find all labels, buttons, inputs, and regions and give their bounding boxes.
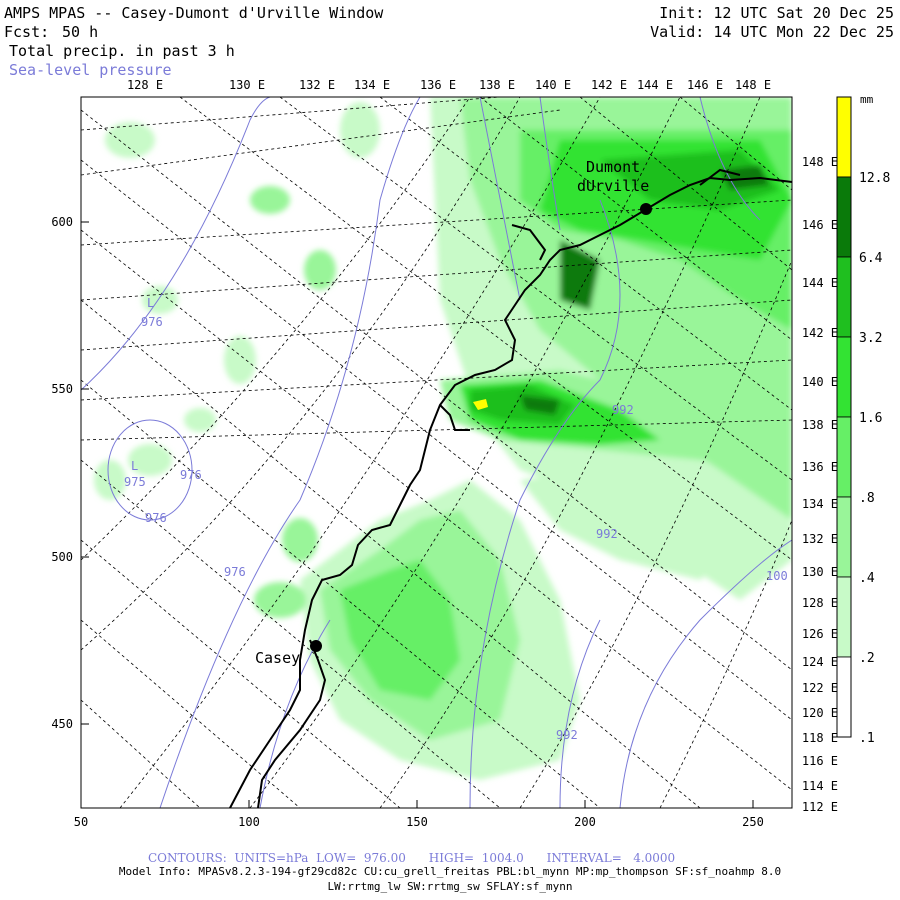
radiation-info: LW:rrtmg_lw SW:rrtmg_sw SFLAY:sf_mynn (327, 880, 573, 893)
right-meridian-label: 126 E (802, 627, 838, 641)
top-longitude-label: 148 E (735, 78, 771, 92)
colorbar-tick-label: .4 (859, 571, 875, 586)
colorbar: mm 12.8 6.4 3.2 1.6 .8 .4 .2 .1 (836, 93, 890, 746)
right-meridian-label: 122 E (802, 681, 838, 695)
latlon-grid (81, 97, 792, 808)
colorbar-tick-label: 12.8 (859, 171, 890, 186)
right-meridian-label: 142 E (802, 326, 838, 340)
top-longitude-label: 136 E (420, 78, 456, 92)
isobar-label: 975 (124, 475, 146, 489)
top-longitude-label: 144 E (637, 78, 673, 92)
isobar-label: 976 (224, 565, 246, 579)
isobar-label: 976 (145, 511, 167, 525)
x-tick-label: 150 (406, 815, 428, 829)
dumont-label-line1: Dumont (586, 158, 640, 176)
colorbar-tick-label: .2 (859, 651, 875, 666)
right-meridian-label: 118 E (802, 731, 838, 745)
isobar-label: 976 (180, 468, 202, 482)
y-tick-label: 450 (51, 717, 73, 731)
y-tick-label: 550 (51, 382, 73, 396)
right-meridian-label: 128 E (802, 596, 838, 610)
casey-station-marker (310, 640, 322, 652)
right-meridian-label: 124 E (802, 655, 838, 669)
colorbar-segment (836, 576, 852, 658)
right-meridian-labels: 148 E 146 E 144 E 142 E 140 E 138 E 136 E 134 E… (802, 155, 838, 814)
right-meridian-label: 114 E (802, 779, 838, 793)
top-longitude-label: 138 E (479, 78, 515, 92)
colorbar-tick-label: .8 (859, 491, 875, 506)
coastline (229, 168, 792, 808)
y-tick-label: 600 (51, 215, 73, 229)
axis-ticks (80, 221, 754, 808)
colorbar-segment (836, 656, 852, 738)
colorbar-segment (836, 336, 852, 418)
overlay-title: Sea-level pressure (9, 61, 172, 79)
colorbar-segment (836, 176, 852, 258)
top-longitude-label: 140 E (535, 78, 571, 92)
colorbar-segment (836, 496, 852, 578)
x-tick-label: 100 (238, 815, 260, 829)
right-meridian-label: 112 E (802, 800, 838, 814)
right-meridian-label: 136 E (802, 460, 838, 474)
low-center-label: L (131, 459, 138, 473)
low-center-label: L (147, 296, 154, 310)
right-meridian-label: 132 E (802, 532, 838, 546)
colorbar-tick-label: 3.2 (859, 331, 882, 346)
right-meridian-label: 140 E (802, 375, 838, 389)
forecast-label: Fcst: (4, 23, 50, 41)
top-longitude-label: 132 E (299, 78, 335, 92)
right-meridian-label: 144 E (802, 276, 838, 290)
field-title: Total precip. in past 3 h (9, 42, 235, 60)
casey-label: Casey (255, 649, 300, 667)
axis-labels: 50 100 150 200 250 450 500 550 600 (51, 215, 764, 829)
x-tick-label: 50 (74, 815, 88, 829)
init-time: Init: 12 UTC Sat 20 Dec 25 (659, 4, 894, 22)
y-tick-label: 500 (51, 550, 73, 564)
forecast-value: 50 h (62, 23, 99, 41)
model-info: Model Info: MPASv8.2.3-194-gf29cd82c CU:… (118, 865, 782, 878)
isobar-label: 992 (596, 527, 618, 541)
isobar-label: 100 (766, 569, 788, 583)
colorbar-tick-label: 6.4 (859, 251, 883, 266)
colorbar-tick-label: .1 (859, 731, 875, 746)
map-frame (80, 96, 793, 809)
isobar-label: 976 (141, 315, 163, 329)
right-meridian-label: 134 E (802, 497, 838, 511)
top-longitude-label: 142 E (591, 78, 627, 92)
dumont-label-line2: dUrville (577, 177, 649, 195)
right-meridian-label: 120 E (802, 706, 838, 720)
dumont-durville-station-marker (640, 203, 652, 215)
colorbar-tick-label: 1.6 (859, 411, 882, 426)
colorbar-units: mm (860, 93, 874, 106)
valid-time: Valid: 14 UTC Mon 22 Dec 25 (650, 23, 894, 41)
top-longitude-label: 128 E (127, 78, 163, 92)
isobar-label: 992 (556, 728, 578, 742)
top-longitude-labels: 128 E 130 E 132 E 134 E 136 E 138 E 140 E 142 E… (127, 78, 771, 92)
right-meridian-label: 148 E (802, 155, 838, 169)
isobars (81, 97, 792, 808)
top-longitude-label: 134 E (354, 78, 390, 92)
x-tick-label: 200 (574, 815, 596, 829)
colorbar-border (836, 96, 852, 738)
right-meridian-label: 146 E (802, 218, 838, 232)
stations: Casey Dumont dUrville (255, 158, 652, 667)
map-title: AMPS MPAS -- Casey-Dumont d'Urville Wind… (4, 4, 384, 22)
right-meridian-label: 116 E (802, 754, 838, 768)
colorbar-segment (836, 416, 852, 498)
pressure-labels: 976 975 976 976 976 992 992 992 100 L L (124, 296, 788, 742)
right-meridian-label: 130 E (802, 565, 838, 579)
precip-field (81, 97, 792, 808)
colorbar-segment (836, 96, 852, 178)
top-longitude-label: 146 E (687, 78, 723, 92)
colorbar-segment (836, 256, 852, 338)
isobar-label: 992 (612, 403, 634, 417)
right-meridian-label: 138 E (802, 418, 838, 432)
x-tick-label: 250 (742, 815, 764, 829)
top-longitude-label: 130 E (229, 78, 265, 92)
contours-info: CONTOURS: UNITS=hPa LOW= 976.00 HIGH= 10… (148, 851, 676, 865)
